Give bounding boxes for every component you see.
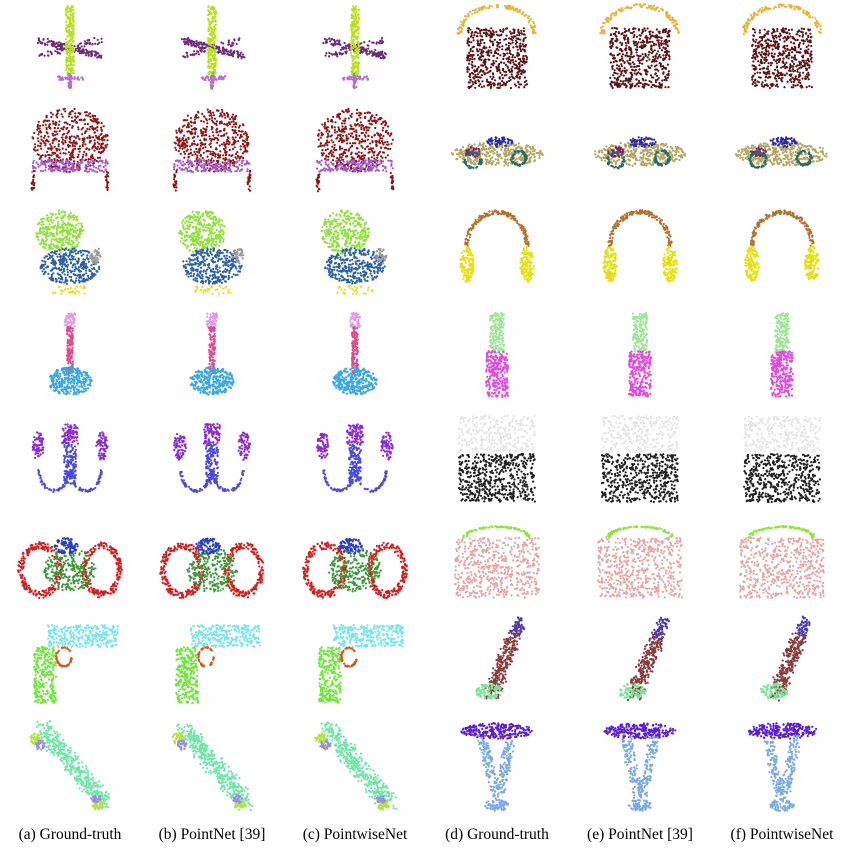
car-pointcloud: [450, 136, 544, 170]
pistol-pointcloud: [317, 623, 405, 704]
chair-pointcloud: [178, 210, 245, 295]
guitar-pointcloud: [49, 312, 93, 396]
caption-b: (b) PointNet [39]: [159, 826, 266, 844]
car-pointcloud: [735, 136, 828, 169]
lamp-pointcloud: [173, 422, 251, 494]
caption-f: (f) PointwiseNet: [731, 826, 834, 844]
knife-pointcloud: [627, 312, 652, 398]
airplane-pointcloud: [322, 5, 387, 90]
chair-pointcloud: [320, 209, 388, 295]
table-pointcloud: [603, 722, 677, 812]
car-pointcloud: [594, 136, 687, 170]
chair-pointcloud: [35, 209, 102, 295]
bag-pointcloud: [456, 4, 537, 90]
airplane-pointcloud: [180, 5, 246, 90]
caption-d: (d) Ground-truth: [445, 826, 549, 844]
segmentation-figure: [17, 3, 828, 812]
laptop-pointcloud: [743, 415, 822, 504]
laptop-pointcloud: [600, 415, 679, 504]
pistol-pointcloud: [175, 624, 261, 705]
mug-pointcloud: [596, 525, 684, 599]
guitar-pointcloud: [332, 311, 378, 396]
skateboard-pointcloud: [29, 720, 111, 811]
guitar-pointcloud: [189, 312, 235, 396]
earphone-pointcloud: [459, 209, 535, 283]
knife-pointcloud: [485, 312, 510, 399]
motorbike-pointcloud: [302, 537, 408, 600]
cap-pointcloud: [315, 107, 395, 193]
earphone-pointcloud: [602, 209, 679, 283]
lamp-pointcloud: [316, 423, 394, 493]
mug-pointcloud: [453, 525, 541, 599]
skateboard-pointcloud: [171, 723, 254, 812]
knife-pointcloud: [769, 312, 795, 398]
caption-c: (c) PointwiseNet: [303, 826, 408, 844]
earphone-pointcloud: [744, 209, 820, 282]
laptop-pointcloud: [457, 414, 537, 503]
caption-a: (a) Ground-truth: [19, 826, 122, 844]
skateboard-pointcloud: [314, 721, 398, 811]
rocket-pointcloud: [619, 616, 671, 702]
table-pointcloud: [460, 722, 533, 812]
rocket-pointcloud: [475, 616, 526, 700]
caption-e: (e) PointNet [39]: [587, 826, 693, 844]
lamp-pointcloud: [31, 423, 109, 493]
motorbike-pointcloud: [17, 537, 123, 600]
bag-pointcloud: [599, 3, 681, 89]
caption-row: (a) Ground-truth (b) PointNet [39] (c) P…: [0, 826, 851, 854]
cap-pointcloud: [30, 107, 110, 191]
table-pointcloud: [747, 722, 818, 812]
rocket-pointcloud: [759, 615, 811, 702]
mug-pointcloud: [738, 525, 825, 600]
motorbike-pointcloud: [159, 537, 265, 599]
bag-pointcloud: [742, 3, 822, 90]
airplane-pointcloud: [36, 4, 103, 90]
pistol-pointcloud: [33, 624, 119, 705]
cap-pointcloud: [172, 108, 252, 192]
